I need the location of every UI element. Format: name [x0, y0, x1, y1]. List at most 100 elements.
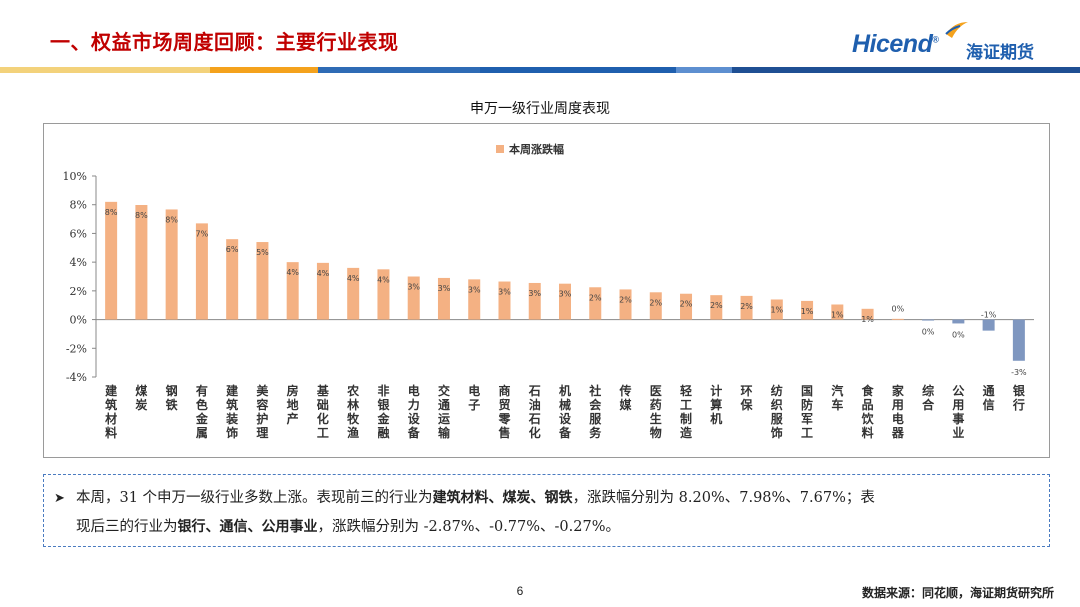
arrow-bullet-icon: ➤	[54, 491, 65, 506]
summary-note: ➤ 本周，31 个申万一级行业多数上涨。表现前三的行业为建筑材料、煤炭、钢铁，涨跌…	[43, 474, 1050, 547]
bar	[922, 319, 935, 321]
category-label: 制	[680, 411, 692, 426]
category-label: 贸	[498, 397, 510, 412]
stripe-segment	[732, 67, 1080, 73]
category-label: 装	[225, 411, 238, 426]
page-title: 一、权益市场周度回顾：主要行业表现	[50, 30, 399, 54]
data-label: 3%	[528, 289, 541, 298]
category-label: 产	[287, 411, 299, 426]
page-number: 6	[516, 584, 524, 598]
category-label: 理	[256, 426, 268, 440]
data-label: 8%	[105, 208, 118, 217]
category-label: 国	[801, 384, 813, 398]
category-label: 饮	[861, 411, 875, 426]
category-label: 渔	[347, 425, 359, 440]
category-label: 服	[771, 411, 784, 426]
category-label: 物	[650, 425, 662, 440]
bar	[680, 293, 693, 320]
category-label: 设	[559, 411, 572, 426]
category-label: 商	[498, 383, 510, 398]
bar	[952, 319, 965, 324]
category-label: 生	[650, 411, 662, 426]
category-label: 化	[317, 411, 329, 426]
bar	[347, 267, 360, 320]
category-label: 业	[952, 425, 964, 440]
category-label: 备	[558, 425, 572, 440]
category-label: 力	[408, 397, 420, 412]
category-label: 轻	[680, 383, 692, 398]
category-label: 农	[346, 383, 359, 398]
bar	[105, 201, 118, 320]
category-label: 地	[287, 397, 299, 412]
y-tick-label: 6%	[70, 227, 87, 240]
category-label: 基	[316, 383, 330, 398]
category-label: 煤	[135, 383, 147, 398]
y-tick-label: 2%	[70, 285, 87, 298]
category-label: 运	[438, 412, 450, 426]
category-label: 银	[1013, 383, 1026, 398]
category-label: 通	[438, 397, 450, 412]
category-label: 食	[861, 383, 875, 398]
category-label: 铁	[166, 397, 178, 412]
bar	[589, 287, 602, 320]
data-label: 3%	[498, 288, 511, 297]
category-label: 会	[589, 397, 602, 412]
data-label: 6%	[226, 245, 239, 254]
category-label: 容	[255, 397, 268, 412]
data-label: 8%	[165, 215, 178, 224]
category-label: 售	[498, 425, 510, 440]
bar	[226, 239, 239, 320]
category-label: 防	[801, 397, 813, 412]
category-label: 织	[771, 397, 783, 412]
bar	[891, 318, 904, 320]
category-label: 工	[680, 398, 692, 412]
category-label: 房	[287, 383, 299, 398]
category-label: 饰	[226, 425, 238, 440]
category-label: 筑	[105, 397, 117, 412]
bar	[559, 283, 571, 320]
category-label: 汽	[831, 383, 843, 398]
data-label: 0%	[891, 305, 904, 314]
data-label: 2%	[680, 300, 693, 309]
stripe-segment	[0, 67, 210, 73]
y-tick-label: 4%	[70, 256, 87, 269]
category-label: 电	[408, 383, 420, 398]
bar	[195, 223, 208, 320]
hicend-logo: Hicend® 海证期货	[852, 20, 1057, 66]
y-tick-label: -2%	[66, 342, 87, 355]
category-label: 造	[680, 425, 693, 440]
category-label: 品	[862, 398, 874, 412]
data-label: 4%	[347, 274, 360, 283]
bar	[861, 308, 874, 320]
header-stripe	[0, 67, 1080, 73]
data-label: 2%	[649, 298, 662, 307]
category-label: 美	[256, 383, 269, 398]
data-label: 2%	[740, 302, 753, 311]
bar	[740, 295, 753, 320]
category-label: 算	[710, 397, 722, 412]
category-label: 筑	[226, 397, 238, 412]
y-tick-label: -4%	[66, 371, 87, 384]
data-label: 3%	[468, 285, 481, 294]
bar	[801, 300, 814, 320]
data-label: 2%	[619, 295, 632, 304]
category-label: 保	[740, 397, 754, 412]
category-label: 零	[497, 412, 511, 426]
category-label: 料	[862, 425, 874, 440]
bar	[528, 282, 541, 320]
bar	[468, 279, 481, 320]
category-label: 综	[922, 383, 934, 398]
category-label: 钢	[166, 383, 178, 398]
category-label: 油	[529, 397, 541, 412]
logo-chinese-name: 海证期货	[966, 43, 1034, 63]
category-label: 计	[710, 383, 722, 398]
bar	[165, 209, 178, 320]
category-label: 色	[196, 397, 208, 412]
bar	[407, 276, 420, 320]
bar	[982, 319, 995, 331]
bar	[649, 292, 662, 320]
category-label: 行	[1012, 397, 1025, 412]
category-label: 石	[528, 384, 541, 398]
category-label: 电	[468, 383, 480, 398]
bar	[831, 304, 844, 320]
